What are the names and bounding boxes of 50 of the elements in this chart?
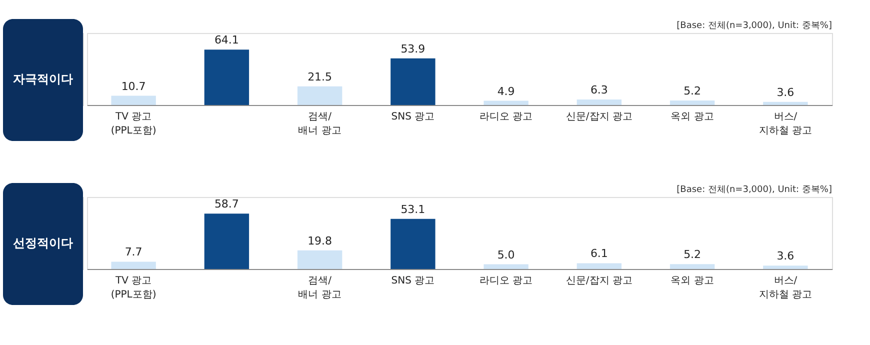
bar — [297, 86, 342, 105]
data-label: 19.8 — [308, 234, 332, 248]
x-tick-label: TV 광고 (PPL포함) — [110, 112, 156, 136]
data-label: 53.1 — [400, 202, 426, 216]
x-tick-label: 옥외 광고 — [670, 276, 714, 286]
bar — [204, 50, 250, 105]
text: 자극적이다 — [13, 72, 73, 86]
data-label: 21.5 — [308, 70, 332, 84]
x-tick-label: 옥외 광고 — [670, 112, 714, 122]
x-tick-label: TV 광고 (PPL포함) — [110, 276, 156, 300]
bar — [670, 100, 715, 105]
data-label: 53.9 — [400, 42, 426, 56]
bar — [390, 58, 436, 105]
data-label: 3.6 — [776, 86, 794, 99]
x-tick-label: SNS 광고 — [391, 276, 435, 286]
bar — [484, 264, 528, 269]
bar — [297, 250, 342, 269]
bar — [576, 100, 622, 105]
bar — [484, 100, 528, 105]
x-tick-label: 신문/잡지 광고 — [566, 276, 632, 286]
bar — [763, 266, 808, 269]
text: [Base: 전체(n=3,000), Unit: 중복%] — [676, 185, 832, 195]
text: 선정적이다 — [13, 236, 73, 250]
text: [Base: 전체(n=3,000), Unit: 중복%] — [676, 21, 832, 31]
x-tick-label: 검색/ 배너 광고 — [298, 112, 342, 136]
x-tick-label: 라디오 광고 — [479, 112, 533, 122]
x-tick-label: 버스/ 지하철 광고 — [758, 112, 812, 136]
data-label: 6.3 — [590, 84, 608, 97]
data-label: 4.9 — [497, 84, 515, 98]
bar — [204, 214, 250, 269]
data-label: 5.2 — [684, 248, 702, 262]
bar — [111, 96, 156, 105]
x-tick-label: SNS 광고 — [391, 112, 435, 122]
data-label: 58.7 — [214, 198, 239, 211]
bar — [390, 218, 436, 269]
data-label: 5.2 — [684, 84, 702, 98]
x-tick-label: 신문/잡지 광고 — [566, 112, 632, 122]
bar — [763, 102, 808, 105]
x-tick-label: 버스/ 지하철 광고 — [758, 276, 812, 300]
bar — [576, 263, 622, 269]
data-label: 10.7 — [121, 80, 146, 93]
bar — [670, 264, 715, 269]
x-tick-label: 라디오 광고 — [479, 276, 533, 286]
data-label: 64.1 — [214, 34, 239, 47]
x-tick-label: 검색/ 배너 광고 — [298, 276, 342, 300]
data-label: 6.1 — [590, 247, 608, 260]
bar — [111, 262, 156, 269]
data-label: 7.7 — [124, 246, 142, 259]
data-label: 5.0 — [497, 248, 515, 262]
data-label: 3.6 — [776, 250, 794, 263]
